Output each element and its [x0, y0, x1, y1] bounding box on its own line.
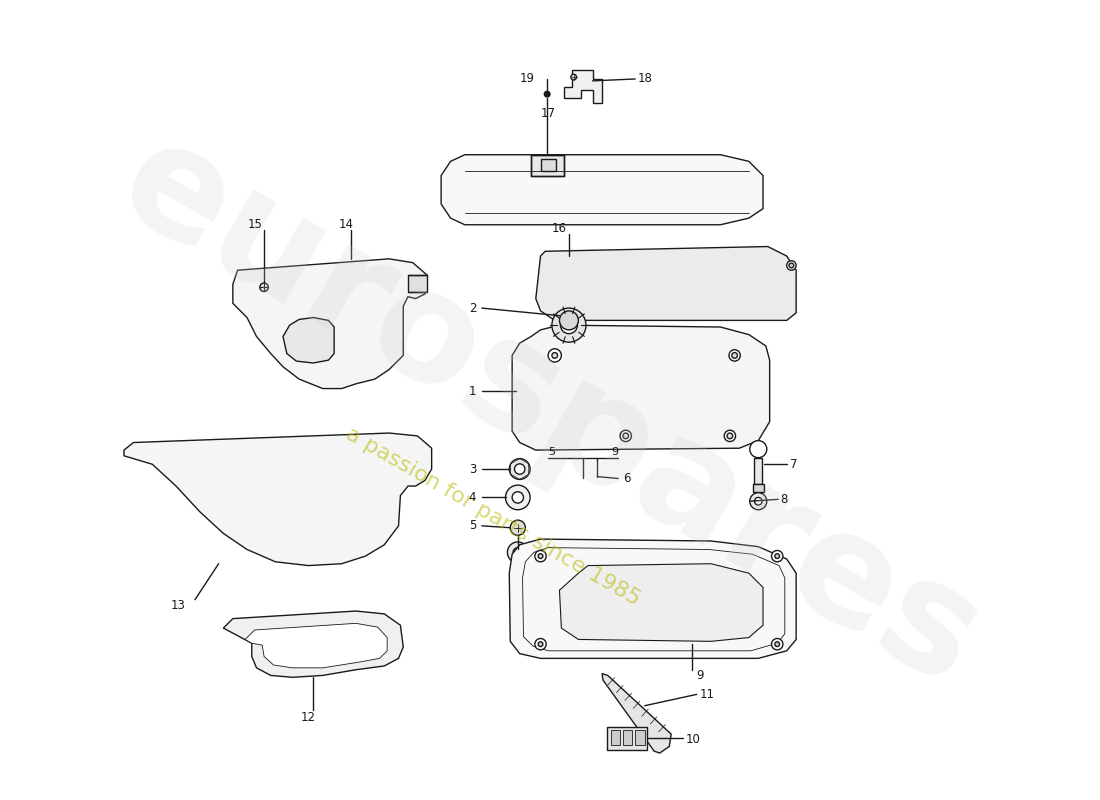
Circle shape [755, 498, 762, 505]
Circle shape [552, 308, 586, 342]
Bar [607, 726, 647, 750]
Circle shape [732, 353, 737, 358]
Circle shape [535, 550, 547, 562]
Circle shape [538, 554, 543, 558]
Circle shape [774, 642, 780, 646]
Bar [752, 484, 764, 492]
Bar [635, 730, 645, 746]
Text: 5: 5 [469, 519, 476, 532]
Polygon shape [124, 433, 431, 566]
Circle shape [509, 458, 530, 479]
Polygon shape [536, 246, 796, 320]
Circle shape [560, 311, 579, 330]
Polygon shape [223, 611, 404, 678]
Circle shape [571, 74, 576, 80]
Circle shape [507, 542, 528, 562]
Circle shape [535, 638, 547, 650]
Circle shape [506, 485, 530, 510]
Circle shape [513, 492, 524, 503]
Bar [408, 275, 427, 292]
Text: 6: 6 [623, 472, 630, 485]
Circle shape [552, 353, 558, 358]
Circle shape [620, 430, 631, 442]
Text: 2: 2 [469, 302, 476, 314]
Polygon shape [233, 259, 427, 389]
Bar [610, 730, 620, 746]
Text: eurospares: eurospares [95, 106, 1005, 718]
Circle shape [623, 433, 628, 438]
Circle shape [729, 350, 740, 361]
Polygon shape [245, 623, 387, 668]
Polygon shape [513, 325, 770, 450]
Text: 19: 19 [520, 73, 535, 86]
Text: 12: 12 [301, 710, 316, 723]
Circle shape [789, 263, 794, 268]
Text: 11: 11 [700, 688, 715, 701]
Text: 15: 15 [248, 218, 262, 231]
Bar [540, 159, 556, 171]
Circle shape [771, 638, 783, 650]
Text: 18: 18 [638, 73, 653, 86]
Circle shape [538, 642, 543, 646]
Text: 8: 8 [780, 493, 788, 506]
Circle shape [724, 430, 736, 442]
Circle shape [771, 550, 783, 562]
Text: a passion for parts since 1985: a passion for parts since 1985 [342, 423, 645, 610]
Circle shape [727, 433, 733, 438]
Bar [755, 458, 762, 484]
Circle shape [515, 464, 525, 474]
Circle shape [750, 441, 767, 458]
Circle shape [750, 493, 767, 510]
Text: 9: 9 [610, 447, 618, 457]
Text: 9: 9 [696, 669, 704, 682]
Text: 17: 17 [540, 106, 556, 119]
Circle shape [560, 317, 578, 334]
Text: 4: 4 [469, 491, 476, 504]
Polygon shape [283, 318, 334, 363]
Circle shape [260, 283, 268, 291]
Polygon shape [602, 674, 671, 753]
Bar [531, 154, 564, 175]
Circle shape [786, 261, 796, 270]
Text: 10: 10 [685, 733, 701, 746]
Text: 3: 3 [469, 462, 476, 475]
Text: 7: 7 [791, 458, 798, 470]
Text: 13: 13 [170, 599, 186, 612]
Circle shape [548, 349, 561, 362]
Polygon shape [509, 539, 796, 658]
Text: 1: 1 [469, 385, 476, 398]
Polygon shape [441, 154, 763, 225]
Polygon shape [564, 70, 602, 102]
Circle shape [513, 548, 522, 557]
Circle shape [774, 554, 780, 558]
Text: 16: 16 [552, 222, 567, 235]
Text: 14: 14 [339, 218, 354, 231]
Circle shape [510, 520, 526, 535]
Polygon shape [560, 564, 763, 642]
Bar [623, 730, 632, 746]
Text: 5: 5 [549, 447, 556, 457]
Circle shape [544, 91, 550, 97]
